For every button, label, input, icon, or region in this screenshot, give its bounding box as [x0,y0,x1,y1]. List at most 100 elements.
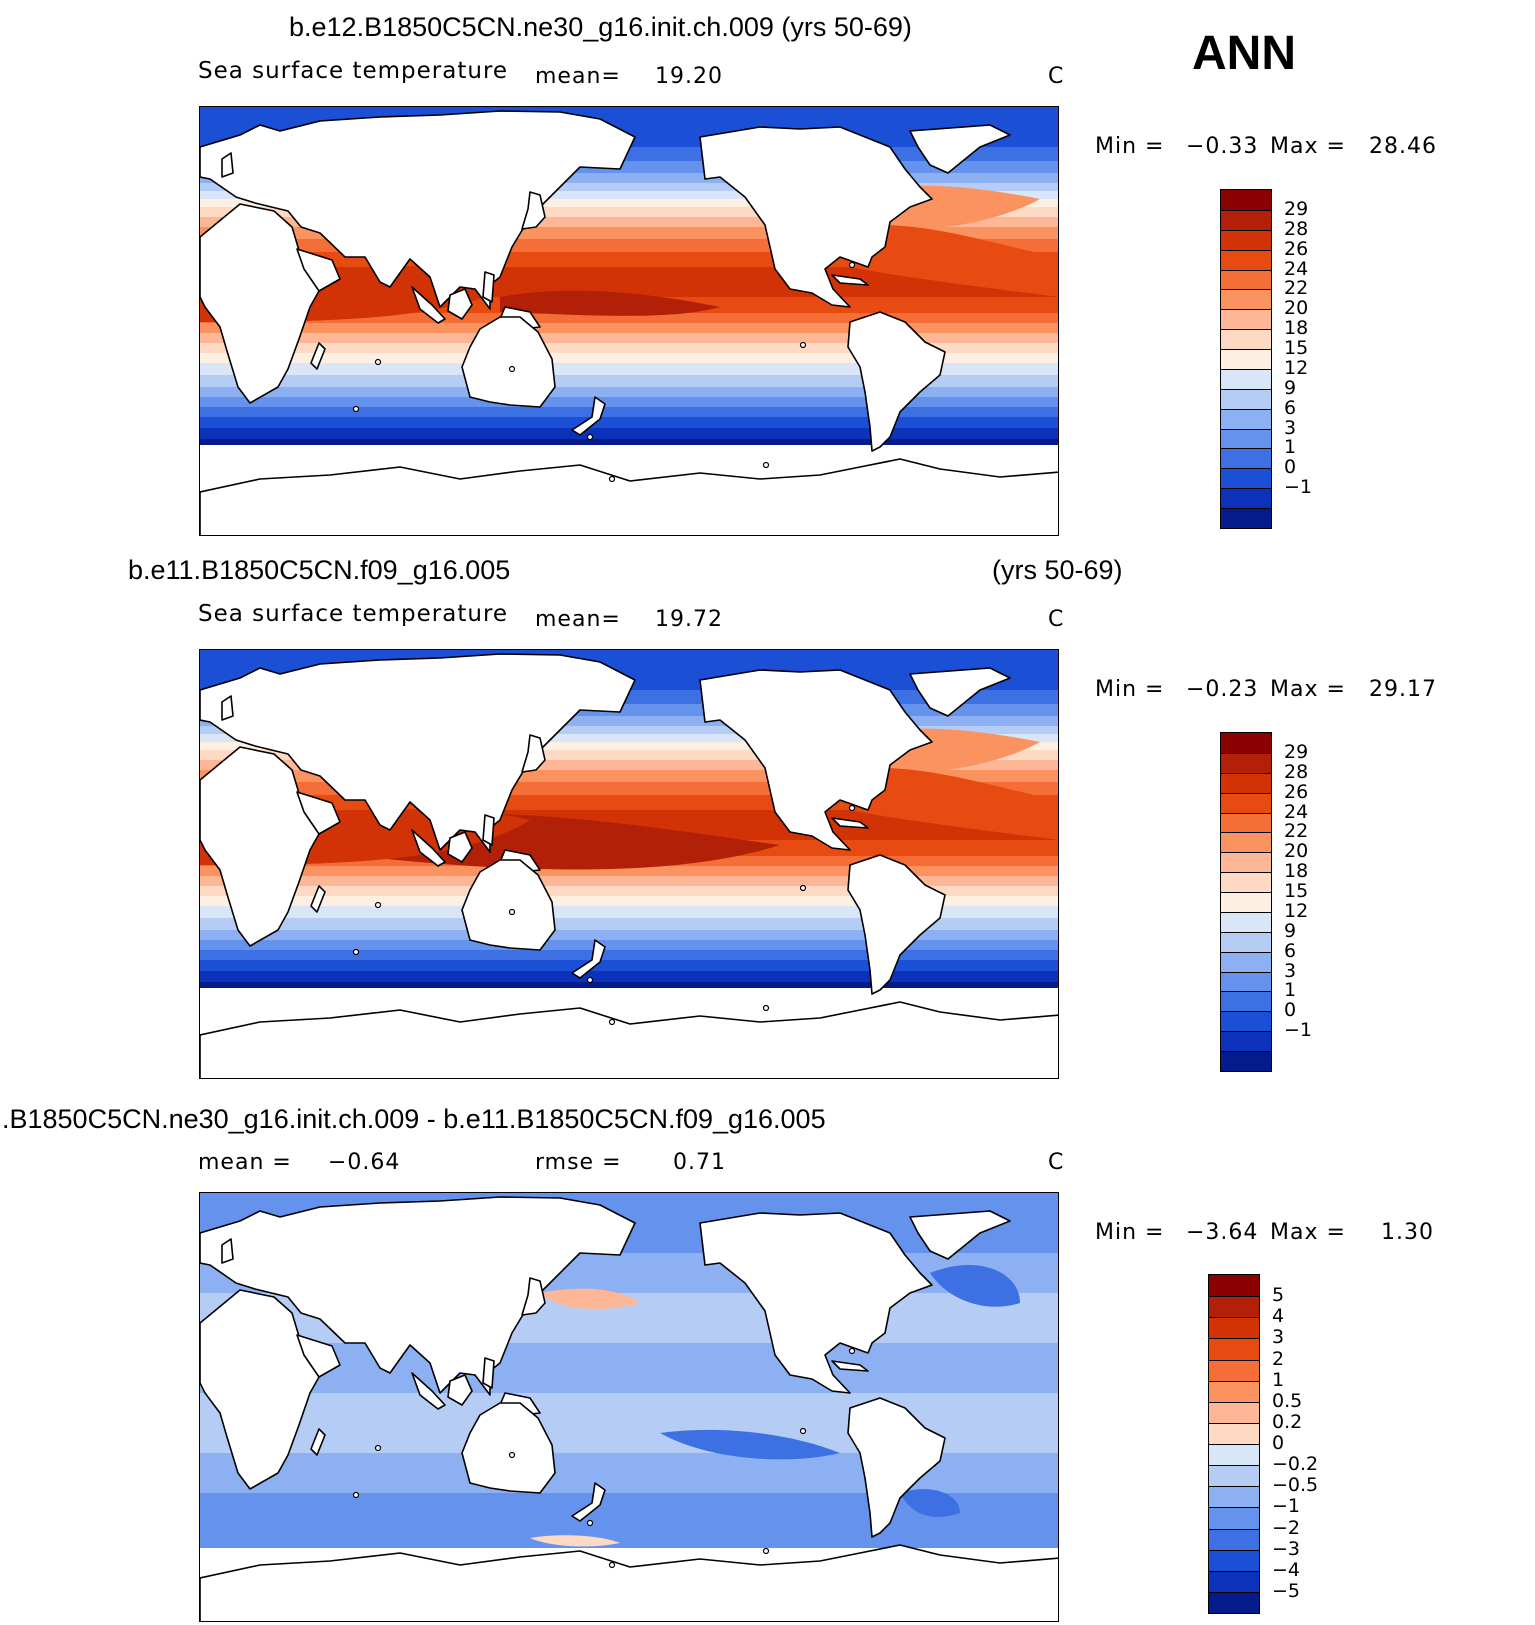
colorbar-swatch [1221,872,1271,893]
map-canvas [200,1193,1058,1621]
colorbar-swatch [1221,249,1271,270]
colorbar-tick-label: 29 [1284,197,1309,220]
panel2-years: (yrs 50-69) [992,555,1123,585]
panel3-mean-label: mean = [198,1150,292,1175]
colorbar-swatch [1221,229,1271,250]
diff-band [200,1533,1058,1548]
sst-band [200,397,1058,407]
sst-band [200,363,1058,375]
colorbar-swatch [1209,1296,1259,1318]
season-label: ANN [1192,27,1296,80]
sst-band [200,760,1058,770]
colorbar-swatch [1209,1275,1259,1297]
colorbar-tick-label: 22 [1284,277,1309,300]
colorbar-swatch [1221,388,1271,409]
panel3-map [199,1192,1059,1622]
colorbar-swatch [1209,1570,1259,1592]
colorbar-swatch [1221,852,1271,873]
colorbar-tick-label: 24 [1284,257,1309,280]
sst-band [200,906,1058,918]
colorbar-swatch [1221,772,1271,793]
colorbar-tick-label: −3 [1272,1537,1301,1560]
sst-band [200,353,1058,363]
colorbar-swatch [1221,368,1271,389]
panel1-units: C [1048,64,1065,89]
island [762,461,770,469]
sst-band [200,191,1058,199]
land-mass [200,458,1058,535]
colorbar-swatch [1209,1338,1259,1360]
land-mass [521,734,546,773]
island [508,365,516,373]
colorbar-swatch [1209,1549,1259,1571]
colorbar-tick-label: 1 [1272,1368,1285,1391]
colorbar-tick-label: 0 [1284,456,1297,479]
colorbar-tick-label: 3 [1272,1326,1285,1349]
land-mass [909,124,1011,174]
island [848,804,856,812]
land-mass [521,1277,546,1316]
colorbar-swatch [1221,752,1271,773]
colorbar-tick-label: 15 [1284,337,1309,360]
sst-band [200,716,1058,726]
colorbar-swatch [1221,991,1271,1012]
colorbar-swatch [1221,309,1271,330]
sst-band [200,207,1058,217]
land-mass [482,1357,495,1389]
panel3-colorbar [1208,1274,1260,1614]
colorbar-tick-label: 1 [1284,436,1297,459]
colorbar-tick-label: −0.2 [1272,1453,1319,1476]
land-mass [482,271,495,303]
sst-band [200,918,1058,930]
colorbar-tick-label: −1 [1272,1495,1301,1518]
map-canvas [200,107,1058,535]
sst-band [200,217,1058,227]
colorbar-swatch [1209,1465,1259,1487]
colorbar-swatch [1209,1486,1259,1508]
land-mass [571,396,606,436]
colorbar-swatch [1221,1011,1271,1032]
colorbar-tick-label: 20 [1284,840,1309,863]
colorbar-tick-label: 2 [1272,1347,1285,1370]
sst-band [200,886,1058,896]
colorbar-tick-label: 4 [1272,1305,1285,1328]
island [762,1004,770,1012]
colorbar-swatch [1221,448,1271,469]
sst-band [200,742,1058,750]
island [586,976,594,984]
island [848,261,856,269]
colorbar-tick-label: 0.5 [1272,1389,1303,1412]
sst-band [200,960,1058,971]
land-mass [699,126,933,308]
panel3-min-value: −3.64 [1186,1220,1259,1245]
island [352,1491,360,1499]
colorbar-swatch [1209,1591,1259,1613]
panel3-min-label: Min = [1095,1220,1165,1245]
land-mass [571,939,606,979]
panel2-map [199,649,1059,1079]
colorbar-tick-label: 3 [1284,416,1297,439]
colorbar-swatch [1221,289,1271,310]
colorbar-swatch [1209,1444,1259,1466]
colorbar-swatch [1221,792,1271,813]
panel2-max-label: Max = [1270,677,1346,702]
land-mass [831,274,869,286]
land-mass [847,854,946,995]
island [848,1347,856,1355]
diff-anomaly-region [660,1429,840,1460]
colorbar-tick-label: −1 [1284,476,1313,499]
colorbar-swatch [1221,349,1271,369]
sst-band [200,439,1058,445]
panel1-min-label: Min = [1095,134,1165,159]
island [374,358,382,366]
land-mass [411,829,446,867]
island [508,1451,516,1459]
land-mass [699,669,933,851]
island [762,1547,770,1555]
island [352,948,360,956]
colorbar-tick-label: −1 [1284,1019,1313,1042]
land-mass [909,667,1011,717]
colorbar-tick-label: 0.2 [1272,1410,1303,1433]
colorbar-tick-label: 18 [1284,860,1309,883]
colorbar-swatch [1221,1051,1271,1071]
